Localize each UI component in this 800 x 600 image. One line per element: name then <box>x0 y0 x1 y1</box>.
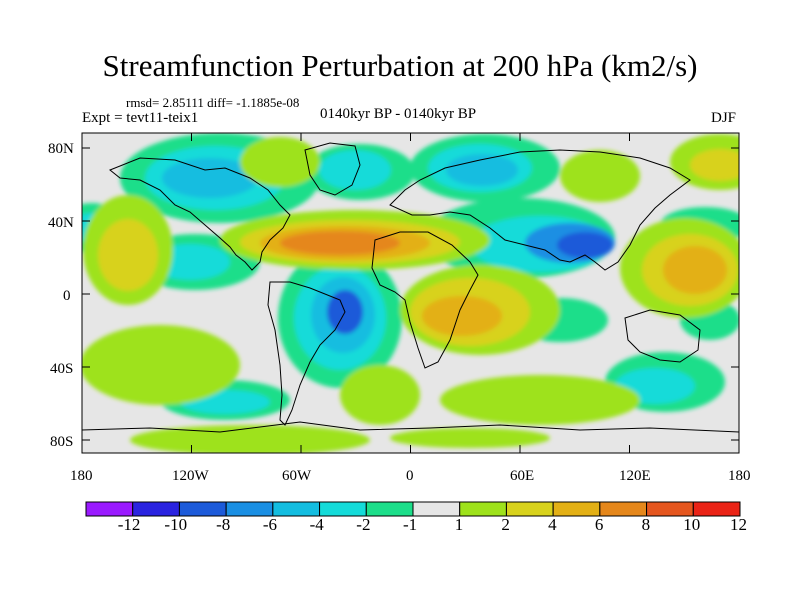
lon-tick-label: 180 <box>728 468 751 484</box>
coast-africa <box>371 231 479 369</box>
colorbar-label: -4 <box>309 515 324 534</box>
coast-antarctica <box>82 421 739 433</box>
contour-region <box>82 325 240 405</box>
contour-region <box>422 296 502 336</box>
colorbar-swatch <box>505 501 554 517</box>
colorbar-label: -6 <box>262 515 278 534</box>
colorbar-swatch <box>599 501 648 517</box>
season-label: DJF <box>711 110 737 126</box>
contour-region <box>690 149 739 181</box>
lat-tick-label: 0 <box>63 288 71 304</box>
colorbar-label: -1 <box>403 515 418 534</box>
contour-region <box>240 137 320 187</box>
coast-north-america <box>109 157 291 271</box>
plot-title: Streamfunction Perturbation at 200 hPa (… <box>102 48 698 83</box>
colorbar-label: 12 <box>730 515 747 534</box>
contour-region <box>560 150 640 202</box>
axis-ticks <box>81 133 740 453</box>
lon-tick-label: 180 <box>70 468 93 484</box>
colorbar-label: -10 <box>164 515 188 534</box>
lat-tick-label: 80S <box>50 434 74 450</box>
contour-region <box>390 428 550 448</box>
lon-tick-label: 120W <box>172 468 209 484</box>
colorbar-swatch <box>552 501 601 517</box>
lat-tick-label: 40N <box>48 215 74 231</box>
lon-tick-label: 120E <box>619 468 651 484</box>
colorbar-swatch <box>225 501 274 517</box>
colorbar-label: -2 <box>356 515 371 534</box>
experiment-label: Expt = tevt11-teix1 <box>82 110 199 126</box>
colorbar-swatch <box>459 501 507 517</box>
colorbar-swatch <box>272 501 321 517</box>
contour-region <box>162 158 258 198</box>
colorbar-swatch <box>319 501 367 517</box>
colorbar-label: 2 <box>501 515 510 534</box>
colorbar-swatch <box>178 501 227 517</box>
colorbar-label: 4 <box>548 515 557 534</box>
period-label: 0140kyr BP - 0140kyr BP <box>320 106 477 122</box>
colorbar-label: 10 <box>683 515 701 534</box>
colorbar <box>85 501 741 517</box>
colorbar-swatch <box>132 501 180 517</box>
lat-tick-label: 40S <box>50 361 74 377</box>
contour-region <box>280 231 400 255</box>
contour-region <box>446 154 518 186</box>
coast-greenland <box>304 142 361 196</box>
lat-tick-label: 80N <box>48 141 74 157</box>
lon-tick-label: 60W <box>282 468 312 484</box>
contour-region <box>98 219 158 291</box>
colorbar-label: 1 <box>454 515 464 534</box>
colorbar-swatch <box>412 501 461 517</box>
stats-text: rmsd= 2.85111 diff= -1.1885e-08 <box>126 95 300 110</box>
coast-south-america <box>267 281 346 426</box>
colorbar-label: -8 <box>216 515 231 534</box>
contour-field <box>82 133 739 453</box>
colorbar-label: 6 <box>594 515 604 534</box>
contour-region <box>663 246 727 294</box>
colorbar-swatch <box>692 501 741 517</box>
colorbar-label: -12 <box>117 515 141 534</box>
colorbar-label: 8 <box>641 515 651 534</box>
colorbar-swatch <box>646 501 694 517</box>
coast-australia <box>624 309 701 363</box>
coast-eurasia <box>389 149 691 271</box>
contour-region <box>130 425 370 453</box>
coastlines <box>82 142 739 433</box>
colorbar-swatch <box>85 501 134 517</box>
lon-tick-label: 60E <box>510 468 535 484</box>
lon-tick-label: 0 <box>406 468 414 484</box>
contour-region <box>440 375 640 425</box>
contour-region <box>319 150 391 190</box>
contour-region <box>557 232 613 258</box>
contour-region <box>340 365 420 425</box>
colorbar-swatch <box>365 501 414 517</box>
